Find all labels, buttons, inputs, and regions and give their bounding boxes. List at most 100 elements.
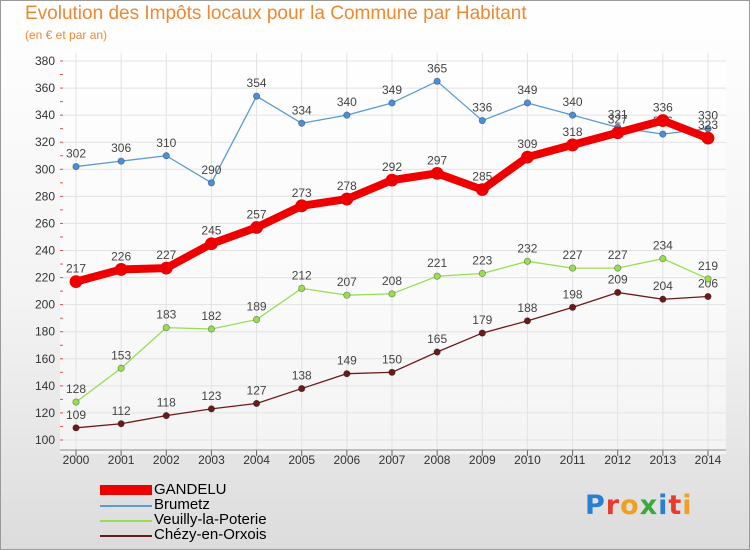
point-gandelu-2013 <box>656 114 670 127</box>
data-label-brumetz-2005: 334 <box>292 103 312 117</box>
data-label-chezy-en-orxois-2009: 179 <box>472 313 492 327</box>
y-tick-label-260: 260 <box>35 216 55 230</box>
point-chezy-en-orxois-2012 <box>614 288 622 297</box>
x-tick-label-2014: 2014 <box>695 453 722 467</box>
point-chezy-en-orxois-2004 <box>252 399 261 408</box>
x-tick-label-2007: 2007 <box>379 453 406 467</box>
data-label-veuilly-la-poterie-2006: 207 <box>337 275 357 289</box>
data-label-chezy-en-orxois-2014: 206 <box>698 277 718 291</box>
point-gandelu-2006 <box>340 192 354 206</box>
data-label-veuilly-la-poterie-2004: 189 <box>247 300 267 314</box>
point-gandelu-2008 <box>430 166 444 180</box>
data-label-chezy-en-orxois-2008: 165 <box>427 332 447 346</box>
x-tick-label-2012: 2012 <box>604 453 631 467</box>
point-chezy-en-orxois-2010 <box>523 317 532 325</box>
y-tick-label-100: 100 <box>35 433 55 447</box>
point-brumetz-2003 <box>207 179 216 187</box>
point-gandelu-2002 <box>159 261 173 275</box>
y-tick-label-220: 220 <box>35 271 55 285</box>
point-gandelu-2001 <box>114 263 128 276</box>
point-veuilly-la-poterie-2004 <box>252 315 261 324</box>
data-label-veuilly-la-poterie-2001: 153 <box>111 348 131 362</box>
point-brumetz-2007 <box>388 99 396 107</box>
data-label-gandelu-2007: 292 <box>382 160 402 174</box>
point-gandelu-2003 <box>205 237 218 251</box>
data-label-brumetz-2011: 340 <box>563 95 583 109</box>
point-veuilly-la-poterie-2000 <box>72 398 80 406</box>
point-veuilly-la-poterie-2005 <box>298 284 306 292</box>
data-label-veuilly-la-poterie-2013: 234 <box>653 239 673 253</box>
y-tick-label-380: 380 <box>35 54 55 68</box>
point-veuilly-la-poterie-2008 <box>433 272 441 280</box>
data-label-chezy-en-orxois-2012: 209 <box>608 272 628 286</box>
point-gandelu-2007 <box>385 173 399 187</box>
legend-label-chezy: Chézy-en-Orxois <box>154 526 267 543</box>
chart-subtitle: (en € et par an) <box>25 28 108 42</box>
data-label-chezy-en-orxois-2003: 123 <box>201 389 221 403</box>
point-veuilly-la-poterie-2011 <box>568 264 577 272</box>
point-gandelu-2011 <box>566 138 579 152</box>
data-label-gandelu-2005: 273 <box>292 186 312 200</box>
data-label-brumetz-2010: 349 <box>517 83 537 97</box>
y-tick-label-120: 120 <box>35 406 55 420</box>
x-tick-label-2013: 2013 <box>650 453 677 467</box>
point-brumetz-2009 <box>478 116 486 125</box>
point-veuilly-la-poterie-2002 <box>162 324 170 332</box>
data-label-brumetz-2002: 310 <box>156 136 176 150</box>
y-tick-label-360: 360 <box>35 81 55 95</box>
point-brumetz-2013 <box>659 130 667 138</box>
y-tick-label-200: 200 <box>35 298 55 312</box>
point-chezy-en-orxois-2003 <box>207 405 216 413</box>
data-label-chezy-en-orxois-2001: 112 <box>112 404 131 418</box>
point-chezy-en-orxois-2000 <box>72 424 80 432</box>
data-label-chezy-en-orxois-2002: 118 <box>157 396 176 410</box>
y-tick-label-300: 300 <box>35 162 55 176</box>
data-label-veuilly-la-poterie-2008: 221 <box>427 256 447 270</box>
y-tick-label-340: 340 <box>35 108 55 122</box>
point-chezy-en-orxois-2007 <box>388 368 396 376</box>
data-label-veuilly-la-poterie-2011: 227 <box>563 248 583 262</box>
proxiti-logo: Proxiti <box>585 490 693 521</box>
point-veuilly-la-poterie-2006 <box>343 291 351 299</box>
data-label-brumetz-2012: 331 <box>608 107 628 121</box>
legend-label-gandelu: GANDELU <box>154 481 227 498</box>
chart-title: Evolution des Impôts locaux pour la Comm… <box>25 3 527 24</box>
data-label-veuilly-la-poterie-2002: 183 <box>156 308 176 322</box>
data-label-gandelu-2006: 278 <box>337 179 357 193</box>
y-tick-label-240: 240 <box>35 244 55 258</box>
data-label-brumetz-2003: 290 <box>201 163 221 177</box>
data-label-gandelu-2004: 257 <box>247 207 267 221</box>
legend-swatch-brumetz <box>100 505 152 507</box>
x-tick-label-2010: 2010 <box>514 453 541 467</box>
x-tick-label-2011: 2011 <box>560 453 586 467</box>
data-label-chezy-en-orxois-2006: 149 <box>337 354 357 368</box>
data-label-veuilly-la-poterie-2012: 227 <box>608 248 628 262</box>
point-brumetz-2001 <box>117 157 125 165</box>
y-tick-label-320: 320 <box>35 135 55 149</box>
data-label-chezy-en-orxois-2010: 188 <box>517 301 537 315</box>
data-label-veuilly-la-poterie-2007: 208 <box>382 274 402 288</box>
point-chezy-en-orxois-2002 <box>162 412 170 420</box>
legend-swatch-gandelu <box>100 485 152 495</box>
point-gandelu-2005 <box>295 199 309 213</box>
x-tick-label-2006: 2006 <box>334 453 361 467</box>
data-label-brumetz-2014: 330 <box>698 109 718 123</box>
data-label-gandelu-2001: 226 <box>111 249 131 263</box>
x-tick-label-2001: 2001 <box>108 453 135 467</box>
x-tick-label-2005: 2005 <box>288 453 315 467</box>
point-brumetz-2000 <box>72 162 80 171</box>
data-label-gandelu-2010: 309 <box>517 137 537 151</box>
point-veuilly-la-poterie-2014 <box>704 275 712 283</box>
y-tick-label-160: 160 <box>35 352 55 366</box>
data-label-gandelu-2002: 227 <box>156 248 176 262</box>
data-label-veuilly-la-poterie-2000: 128 <box>66 382 86 396</box>
data-label-veuilly-la-poterie-2009: 223 <box>472 254 492 268</box>
data-label-brumetz-2004: 354 <box>247 76 267 90</box>
x-tick-label-2004: 2004 <box>243 453 270 467</box>
point-gandelu-2010 <box>521 150 534 164</box>
data-label-brumetz-2001: 306 <box>111 141 131 155</box>
data-label-chezy-en-orxois-2005: 138 <box>292 369 312 383</box>
point-chezy-en-orxois-2013 <box>659 295 667 303</box>
data-label-veuilly-la-poterie-2003: 182 <box>201 309 221 323</box>
